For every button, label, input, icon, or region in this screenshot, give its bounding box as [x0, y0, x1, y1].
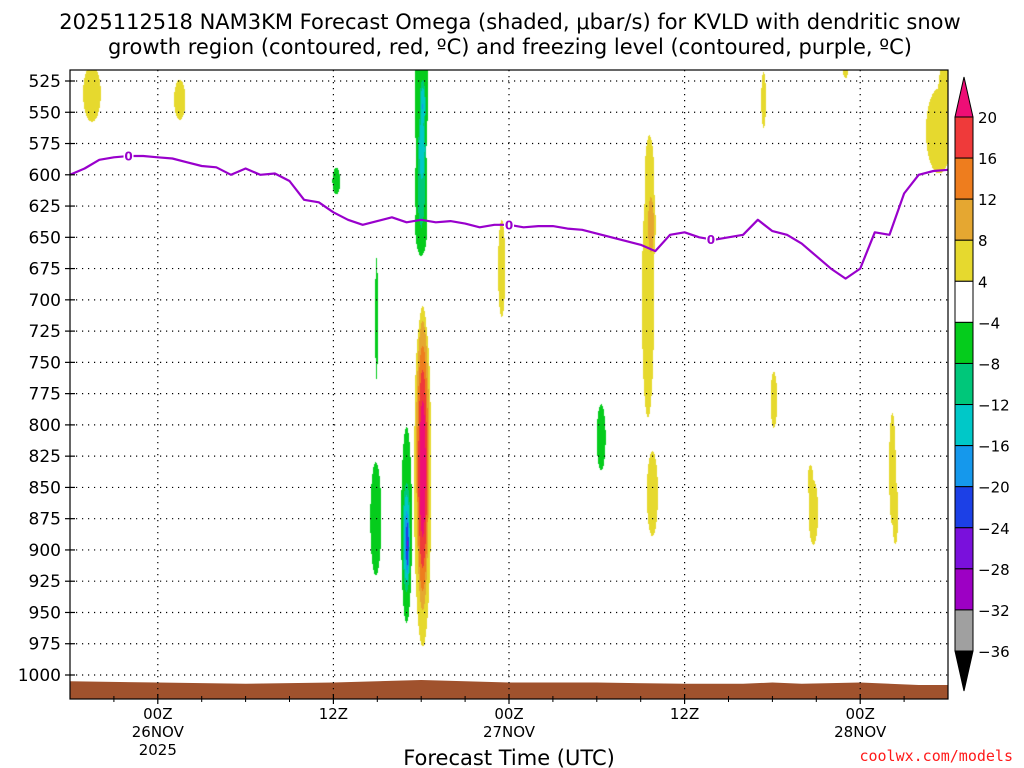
- y-tick-label: 575: [29, 135, 61, 155]
- x-tick-label: 00Z: [846, 705, 875, 723]
- y-tick-label: 600: [29, 166, 61, 186]
- y-tick-label: 750: [29, 353, 61, 373]
- x-tick-year: 2025: [139, 741, 177, 759]
- colorbar-bin: [954, 609, 974, 652]
- y-tick-label: 900: [29, 541, 61, 561]
- colorbar-label: 4: [978, 273, 988, 291]
- pressure-axis: 525 550 575 600 625 650 675 700 725 750 775 800 825 8…: [18, 72, 75, 686]
- freezing-label-bg: [123, 149, 134, 163]
- x-tick-date: 27NOV: [483, 723, 536, 741]
- surface-terrain: [70, 680, 948, 699]
- colorbar-cap-bottom: [954, 650, 974, 692]
- y-tick-label: 700: [29, 291, 61, 311]
- freezing-label-bg: [705, 232, 716, 246]
- colorbar-label: 8: [978, 232, 988, 250]
- colorbar-label: −12: [978, 397, 1010, 415]
- colorbar-bin: [954, 568, 974, 611]
- y-tick-label: 975: [29, 635, 61, 655]
- colorbar-label: −20: [978, 479, 1010, 497]
- colorbar-bin: [954, 486, 974, 529]
- credit-text: coolwx.com/models: [859, 747, 1013, 765]
- x-tick-label: 00Z: [494, 705, 523, 723]
- y-tick-label: 950: [29, 603, 61, 623]
- colorbar-bin: [954, 362, 974, 406]
- surface-terrain-fill: [70, 680, 948, 699]
- y-tick-label: 625: [29, 197, 61, 217]
- colorbar-label: 20: [978, 109, 997, 127]
- colorbar-label: −36: [978, 643, 1010, 661]
- colorbar-bin: [954, 527, 974, 570]
- colorbar-label: 12: [978, 191, 997, 209]
- y-tick-label: 650: [29, 228, 61, 248]
- colorbar-bin: [954, 116, 974, 159]
- y-tick-label: 775: [29, 385, 61, 405]
- omega-colorbar: 20 16 12 8 4 −4 −8 −12 −16 −20 −24 −28 −32 −36: [954, 76, 1010, 692]
- grid-lines: [70, 70, 948, 699]
- y-tick-label: 675: [29, 260, 61, 280]
- chart-title-line-2: growth region (contoured, red, ºC) and f…: [108, 35, 912, 59]
- y-tick-label: 850: [29, 478, 61, 498]
- colorbar-label: −24: [978, 520, 1010, 538]
- y-tick-label: 525: [29, 72, 61, 92]
- colorbar-cap-top: [954, 76, 974, 118]
- x-axis-label: Forecast Time (UTC): [403, 746, 615, 768]
- colorbar-bin: [954, 445, 974, 488]
- colorbar-label: −32: [978, 602, 1010, 620]
- colorbar-label: −16: [978, 438, 1010, 456]
- colorbar-bin: [954, 157, 974, 200]
- x-tick-label: 00Z: [143, 705, 172, 723]
- freezing-label-bg: [504, 217, 514, 231]
- y-tick-label: 875: [29, 510, 61, 530]
- y-tick-label: 725: [29, 322, 61, 342]
- x-tick-date: 28NOV: [834, 723, 887, 741]
- freezing-level-label: 0: [505, 218, 513, 232]
- y-tick-label: 800: [29, 416, 61, 436]
- y-tick-label: 825: [29, 447, 61, 467]
- freezing-level-label: 0: [707, 233, 715, 247]
- x-tick-date: 26NOV: [132, 723, 185, 741]
- colorbar-label: −4: [978, 314, 1000, 332]
- colorbar-label: −8: [978, 355, 1000, 373]
- x-tick-label: 12Z: [319, 705, 348, 723]
- colorbar-label: −28: [978, 561, 1010, 579]
- y-tick-label: 1000: [18, 666, 61, 686]
- colorbar-bin: [954, 280, 974, 323]
- colorbar-label: 16: [978, 150, 997, 168]
- colorbar-bin: [954, 198, 974, 241]
- y-tick-label: 550: [29, 103, 61, 123]
- colorbar-bin: [954, 239, 974, 282]
- y-tick-label: 925: [29, 572, 61, 592]
- freezing-level-label: 0: [124, 150, 132, 164]
- colorbar-bin: [954, 321, 974, 364]
- chart-title-line-1: 2025112518 NAM3KM Forecast Omega (shaded…: [59, 10, 960, 34]
- freezing-level-contour: 0 0 0: [69, 149, 949, 280]
- colorbar-bin: [954, 404, 974, 447]
- x-tick-label: 12Z: [670, 705, 699, 723]
